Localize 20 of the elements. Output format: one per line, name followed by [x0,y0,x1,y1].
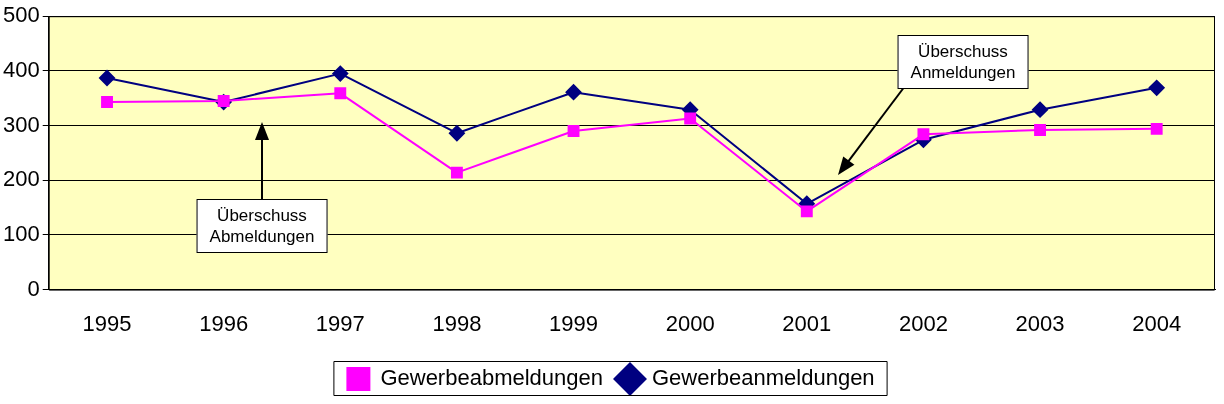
y-tick-label: 200 [2,166,40,192]
x-tick-label: 2002 [898,310,948,336]
x-tick-label: 2000 [665,310,715,336]
x-tick-label: 2003 [1015,310,1065,336]
legend-label: Gewerbeabmeldungen [380,365,604,391]
y-tick-label: 500 [2,2,40,28]
x-tick-label: 2004 [1132,310,1182,336]
y-tick-label: 300 [2,111,40,137]
y-tick-label: 400 [2,56,40,82]
x-tick-label: 1996 [199,310,249,336]
x-tick-label: 2001 [782,310,832,336]
x-tick-label: 1997 [315,310,365,336]
x-tick-label: 1998 [432,310,482,336]
annotation: Überschuss Abmeldungen [196,199,328,253]
x-tick-label: 1999 [549,310,599,336]
y-tick-label: 0 [27,275,40,301]
legend-label: Gewerbeanmeldungen [652,365,875,391]
x-tick-label: 1995 [82,310,132,336]
y-tick-label: 100 [2,220,40,246]
annotation: Überschuss Anmeldungen [897,35,1029,89]
